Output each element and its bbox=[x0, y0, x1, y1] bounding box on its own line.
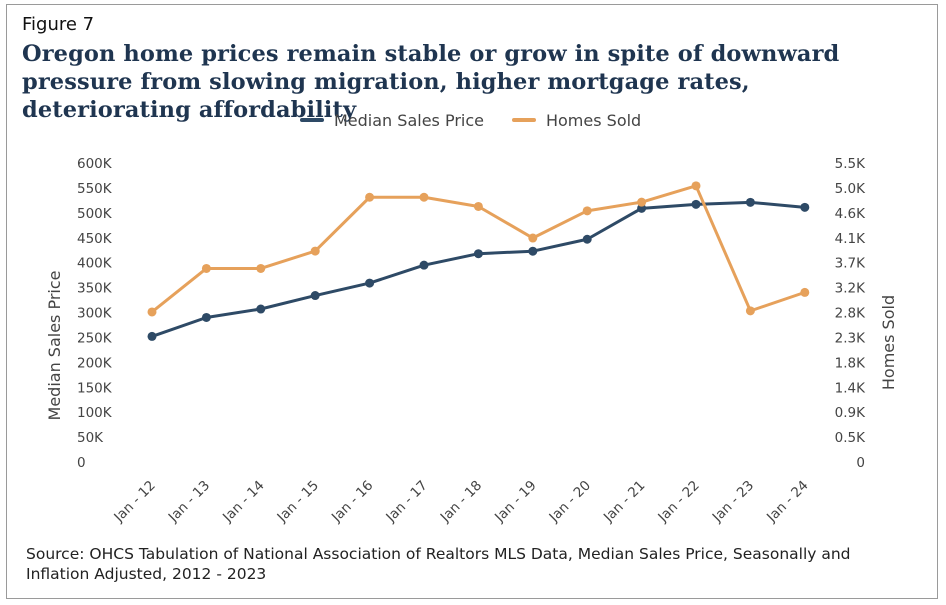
right-axis-tick-label: 2.3K bbox=[835, 330, 866, 346]
x-axis-tick-label: Jan - 13 bbox=[165, 478, 213, 526]
left-axis-tick-label: 350K bbox=[77, 281, 113, 297]
right-axis-tick-label: 3.2K bbox=[835, 281, 866, 297]
chart-title: Oregon home prices remain stable or grow… bbox=[22, 41, 840, 123]
x-axis-tick-label: Jan - 23 bbox=[709, 478, 757, 526]
right-axis-tick-label: 5.0K bbox=[835, 181, 866, 197]
right-axis-tick-label: 4.1K bbox=[835, 231, 866, 247]
source-note: Source: OHCS Tabulation of National Asso… bbox=[26, 545, 851, 583]
legend-label-median-sales-price: Median Sales Price bbox=[334, 110, 484, 130]
x-axis-tick-label: Jan - 19 bbox=[491, 478, 539, 526]
data-point-homes-sold bbox=[691, 181, 701, 191]
data-point-median-sales-price bbox=[201, 312, 211, 322]
x-axis-tick-label: Jan - 24 bbox=[763, 478, 811, 526]
left-axis-tick-label: 550K bbox=[77, 181, 113, 197]
left-axis-tick-label: 100K bbox=[77, 405, 113, 421]
x-axis-tick-label: Jan - 14 bbox=[219, 478, 267, 526]
data-point-homes-sold bbox=[365, 192, 375, 202]
data-point-median-sales-price bbox=[365, 278, 375, 288]
left-axis-tick-label: 0 bbox=[77, 455, 86, 471]
right-axis-tick-label: 0.5K bbox=[835, 430, 866, 446]
left-axis-tick-label: 150K bbox=[77, 380, 113, 396]
data-point-median-sales-price bbox=[691, 199, 701, 209]
data-point-homes-sold bbox=[528, 233, 538, 243]
legend-item-homes-sold: Homes Sold bbox=[511, 110, 642, 130]
right-axis-tick-label: 0 bbox=[856, 455, 865, 471]
x-axis-tick-label: Jan - 18 bbox=[437, 478, 485, 526]
data-point-median-sales-price bbox=[147, 331, 157, 341]
data-point-homes-sold bbox=[745, 306, 755, 316]
right-axis-tick-label: 3.7K bbox=[835, 256, 866, 272]
legend-label-homes-sold: Homes Sold bbox=[545, 110, 642, 130]
left-axis-tick-label: 300K bbox=[77, 306, 113, 322]
legend-swatch-median-sales-price bbox=[300, 118, 324, 122]
left-axis-tick-label: 500K bbox=[77, 206, 113, 222]
data-point-homes-sold bbox=[201, 263, 211, 273]
data-point-median-sales-price bbox=[800, 202, 810, 212]
x-axis-tick-label: Jan - 12 bbox=[110, 478, 158, 526]
right-axis-title: Homes Sold bbox=[879, 295, 898, 390]
data-point-homes-sold bbox=[637, 197, 647, 207]
right-axis-tick-label: 4.6K bbox=[835, 206, 866, 222]
data-point-homes-sold bbox=[310, 246, 320, 256]
left-axis-tick-label: 200K bbox=[77, 355, 113, 371]
left-axis-tick-label: 400K bbox=[77, 256, 113, 272]
left-axis-title: Median Sales Price bbox=[45, 271, 64, 421]
x-axis-tick-label: Jan - 17 bbox=[382, 478, 430, 526]
left-axis-tick-label: 600K bbox=[77, 156, 113, 172]
data-point-homes-sold bbox=[419, 192, 429, 202]
data-point-median-sales-price bbox=[310, 291, 320, 301]
x-axis-tick-label: Jan - 20 bbox=[546, 478, 594, 526]
x-axis-tick-label: Jan - 21 bbox=[600, 478, 648, 526]
right-axis-tick-label: 0.9K bbox=[835, 405, 866, 421]
data-point-median-sales-price bbox=[637, 203, 647, 213]
data-point-median-sales-price bbox=[582, 234, 592, 244]
x-axis-tick-label: Jan - 16 bbox=[328, 478, 376, 526]
right-axis-tick-label: 1.4K bbox=[835, 380, 866, 396]
figure-label: Figure 7 bbox=[22, 14, 95, 35]
right-axis-tick-label: 2.8K bbox=[835, 306, 866, 322]
data-point-homes-sold bbox=[473, 201, 483, 211]
data-point-homes-sold bbox=[256, 263, 266, 273]
legend-item-median-sales-price: Median Sales Price bbox=[300, 111, 484, 130]
left-axis-tick-label: 250K bbox=[77, 330, 113, 346]
right-axis-tick-label: 1.8K bbox=[835, 355, 866, 371]
legend-swatch-homes-sold bbox=[511, 118, 536, 122]
x-axis-tick-label: Jan - 22 bbox=[654, 478, 702, 526]
left-axis-tick-label: 450K bbox=[77, 231, 113, 247]
data-point-homes-sold bbox=[147, 307, 157, 317]
right-axis-tick-label: 5.5K bbox=[835, 156, 866, 172]
data-point-median-sales-price bbox=[473, 249, 483, 259]
x-axis-tick-label: Jan - 15 bbox=[274, 478, 322, 526]
chart-legend: Median Sales Price Homes Sold bbox=[300, 108, 669, 132]
data-point-homes-sold bbox=[800, 287, 810, 297]
figure-frame bbox=[6, 4, 938, 599]
left-axis-tick-label: 50K bbox=[77, 430, 104, 446]
data-point-median-sales-price bbox=[419, 260, 429, 270]
data-point-median-sales-price bbox=[528, 246, 538, 256]
data-point-median-sales-price bbox=[256, 304, 266, 314]
data-point-median-sales-price bbox=[745, 197, 755, 207]
data-point-homes-sold bbox=[582, 206, 592, 216]
